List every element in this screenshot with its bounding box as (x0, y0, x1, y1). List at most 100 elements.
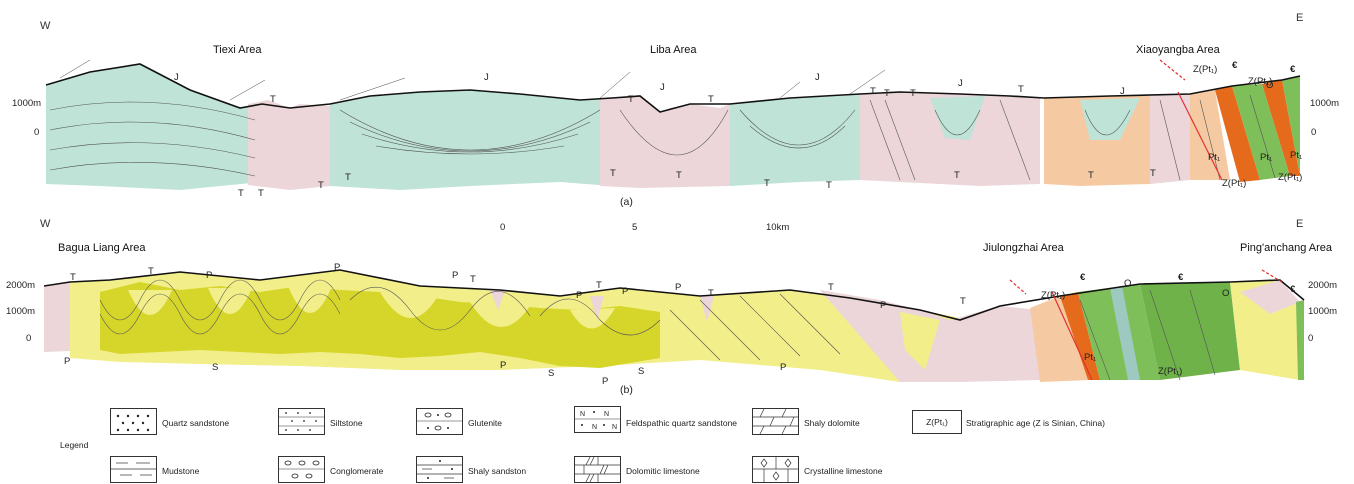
orange-band-b (1060, 292, 1100, 380)
area-label-pinganchang: Ping'anchang Area (1240, 242, 1333, 254)
unit-t-11: T (826, 180, 832, 191)
elev-right-0-b: 0 (1308, 333, 1314, 344)
age-label-b2: Z(Pt₁) (1158, 366, 1183, 377)
cambrian-label-a1: € (1232, 60, 1238, 71)
area-label-tiexi: Tiexi Area (213, 44, 262, 56)
scale-tick-0: 0 (500, 222, 506, 233)
unit-b-p6: P (675, 282, 682, 293)
unit-t-18: T (1150, 168, 1156, 179)
elev-left-0-a: 0 (34, 127, 40, 138)
elev-left-0-b: 0 (26, 333, 32, 344)
unit-b-p8: P (64, 356, 71, 367)
legend-swatch-quartz-sandstone (110, 408, 157, 435)
ordovician-label-a1: O (1266, 80, 1274, 91)
legend-label-quartz-sandstone: Quartz sandstone (162, 418, 230, 428)
jurassic-block-tiexi (46, 64, 262, 190)
topography-a (45, 63, 1301, 113)
unit-b-p9: P (500, 360, 507, 371)
orange-band-a2 (1262, 80, 1300, 176)
area-label-liba: Liba Area (650, 44, 697, 56)
area-label-bagua: Bagua Liang Area (58, 242, 146, 254)
unit-t-2: T (238, 188, 244, 199)
svg-text:N: N (604, 411, 609, 418)
elev-right-1000-b: 1000m (1308, 306, 1338, 317)
legend-swatch-mudstone (110, 456, 157, 483)
age-label-a3: Z(Pt₁) (1222, 178, 1247, 189)
caption-b: (b) (620, 384, 633, 396)
sinian-wedge-a (1190, 90, 1230, 180)
elev-left-2000-b: 2000m (6, 280, 36, 291)
svg-text:N: N (592, 424, 597, 431)
unit-j-1: J (174, 72, 179, 83)
legend-age-box: Z(Pt₁) (912, 410, 962, 434)
jurassic-syncline-b (1080, 98, 1140, 140)
blue-band-b (1110, 286, 1140, 380)
jurassic-block-mid-a (330, 90, 612, 190)
west-label-a: W (40, 20, 51, 32)
area-label-jiulongzhai: Jiulongzhai Area (983, 242, 1064, 254)
legend-label-glutenite: Glutenite (468, 418, 503, 428)
unit-t-6: T (628, 94, 634, 105)
legend-label-crystalline-limestone: Crystalline limestone (804, 466, 883, 476)
legend-label-siltstone: Siltstone (330, 418, 363, 428)
unit-b-s3: S (638, 366, 645, 377)
east-label-b: E (1296, 218, 1304, 230)
unit-b-p11: P (780, 362, 787, 373)
unit-b-t2: T (148, 266, 154, 277)
legend-swatch-glutenite (416, 408, 463, 435)
unit-t-4: T (318, 180, 324, 191)
unit-j-4: J (815, 72, 820, 83)
unit-b-t4: T (596, 280, 602, 291)
unit-t-7: T (708, 94, 714, 105)
unit-b-s2: S (548, 368, 555, 379)
ordovician-label-b1: O (1124, 278, 1132, 289)
age-label-a1: Z(Pt₁) (1193, 64, 1218, 75)
unit-b-p1: P (206, 270, 213, 281)
unit-j-2: J (484, 72, 489, 83)
elev-right-2000-b: 2000m (1308, 280, 1338, 291)
triassic-block-liba (600, 96, 730, 188)
caption-a: (a) (620, 196, 633, 208)
elev-right-1000-a: 1000m (1310, 98, 1340, 109)
legend-age-note: Stratigraphic age (Z is Sinian, China) (966, 418, 1105, 428)
unit-t-9: T (676, 170, 682, 181)
unit-b-t1: T (70, 272, 76, 283)
age-label-a4: Z(Pt₁) (1278, 172, 1303, 183)
strata-lines-a (49, 94, 1276, 181)
age-label-b3: Pt₁ (1084, 352, 1097, 363)
legend-swatch-crystalline-limestone (752, 456, 799, 483)
west-label-b: W (40, 218, 51, 230)
unit-b-p3: P (452, 270, 459, 281)
area-label-xiaoyangba: Xiaoyangba Area (1136, 44, 1220, 56)
unit-t-5: T (345, 172, 351, 183)
age-label-a2: Z(Pt₁) (1248, 76, 1273, 87)
ordovician-label-b2: O (1222, 288, 1230, 299)
unit-t-12: T (870, 86, 876, 97)
unit-b-t5: T (708, 288, 714, 299)
cambrian-label-a2: € (1290, 64, 1296, 75)
unit-b-p2: P (334, 262, 341, 273)
unit-b-p5: P (622, 286, 629, 297)
topography-b (43, 269, 1305, 321)
unit-b-t6: T (828, 282, 834, 293)
unit-b-t7: T (960, 296, 966, 307)
legend-swatch-siltstone (278, 408, 325, 435)
legend-label-conglomerate: Conglomerate (330, 466, 384, 476)
legend-label-shaly-dolomite: Shaly dolomite (804, 418, 860, 428)
unit-b-p4: P (576, 290, 583, 301)
triassic-block-east-b (1240, 280, 1300, 314)
legend-swatch-conglomerate (278, 456, 325, 483)
faults-a (1159, 59, 1223, 181)
cross-section-a (45, 59, 1301, 190)
age-label-b1: Z(Pt₁) (1041, 290, 1066, 301)
faults-b (1009, 269, 1283, 381)
unit-t-1: T (270, 94, 276, 105)
unit-t-3: T (258, 188, 264, 199)
unit-t-16: T (954, 170, 960, 181)
elev-right-0-a: 0 (1311, 127, 1317, 138)
cambrian-block-a2 (1282, 76, 1300, 176)
unit-t-13: T (884, 88, 890, 99)
triassic-block-tiexi (248, 100, 330, 190)
age-label-a5: Pt₁ (1208, 152, 1221, 163)
svg-text:N: N (580, 411, 585, 418)
